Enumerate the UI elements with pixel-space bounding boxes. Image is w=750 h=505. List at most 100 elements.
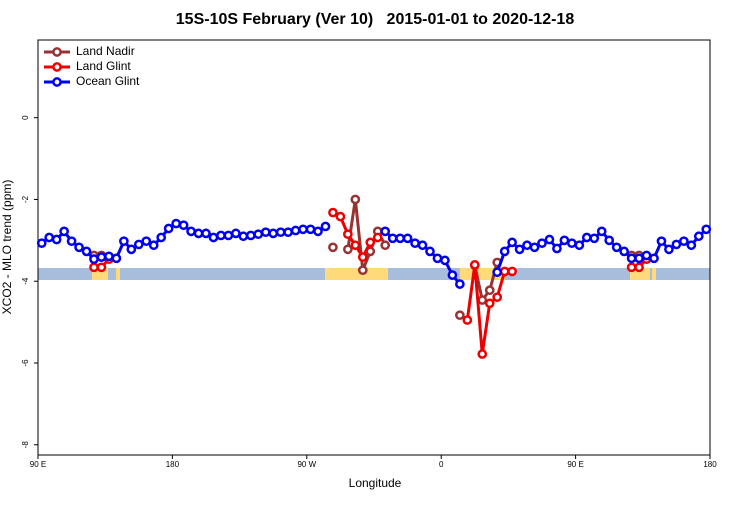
plot-frame [37,39,711,456]
point [671,239,682,250]
point [126,244,137,255]
point [596,226,607,237]
point [223,230,234,241]
point [619,246,629,257]
land-band [652,268,656,280]
point [477,295,488,305]
point [36,238,47,249]
point [305,224,316,235]
point [335,211,346,222]
point [320,221,331,232]
point [357,252,368,262]
point [514,244,525,255]
point [380,240,391,251]
point [193,228,204,239]
x-tick-label: 0 [439,460,444,469]
point [44,232,55,243]
land-band [116,268,120,280]
point [484,298,495,309]
point [634,262,644,273]
point [357,265,368,276]
point [567,238,577,249]
point [350,194,361,205]
point [268,228,279,239]
point [66,236,77,247]
point [186,226,196,237]
point [425,246,435,257]
point [178,220,189,231]
point [529,242,540,253]
series-line [94,211,648,355]
point [343,244,353,255]
point [163,223,174,234]
point [245,230,256,241]
point [634,253,644,264]
point [499,246,510,257]
point [387,233,398,244]
point [372,232,383,243]
point [328,207,338,218]
point [679,236,689,247]
point [343,229,353,240]
legend-label: Ocean Glint [76,74,140,88]
point [469,260,480,270]
point [238,231,249,242]
point [462,315,473,325]
point [201,228,211,239]
point [133,239,144,250]
point [455,279,465,289]
y-axis-label: XCO2 - MLO trend (ppm) [0,180,14,315]
point [484,285,495,296]
point [656,236,667,247]
chart-title: 15S-10S February (Ver 10) 2015-01-01 to … [176,11,575,28]
y-tick-label: -4 [21,277,30,285]
x-tick-label: 90 W [297,460,316,469]
legend-marker [52,62,62,72]
legend-marker [52,47,62,57]
point [81,246,92,257]
y-tick-label: -6 [21,359,30,367]
point [283,227,293,238]
point [96,262,107,273]
point [611,242,622,253]
point [507,266,517,277]
point [171,218,181,229]
point [574,240,585,251]
point [641,250,652,261]
x-tick-label: 90 E [567,460,583,469]
point [522,240,532,251]
point [537,238,547,249]
y-tick-label: 0 [21,115,30,120]
point [589,233,600,244]
point [664,244,674,255]
point [604,235,615,246]
point [141,236,152,247]
point [260,227,271,238]
point [402,233,413,244]
point [477,349,488,359]
y-tick-label: -8 [21,441,30,449]
point [649,253,659,264]
point [626,262,637,273]
legend-marker [52,77,62,87]
point [365,237,376,248]
point [380,226,391,237]
point [275,227,286,238]
land-band [630,268,650,280]
point [626,253,637,264]
point [74,242,84,253]
point [298,224,308,235]
legend-label: Land Nadir [76,44,135,58]
point [59,226,69,237]
point [544,234,555,245]
point [156,232,167,243]
point [552,243,562,254]
x-tick-label: 180 [166,460,180,469]
point [89,262,99,273]
point [96,252,107,262]
point [686,240,697,251]
point [455,310,465,321]
point [417,240,428,251]
x-axis-label: Longitude [349,476,402,490]
